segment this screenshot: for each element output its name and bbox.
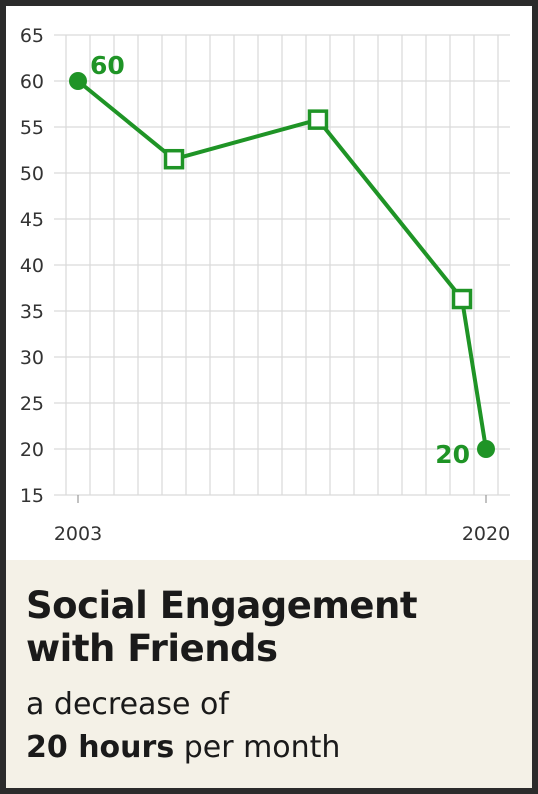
subtitle-line-1: a decrease of (26, 687, 229, 722)
data-point-square (307, 109, 329, 130)
data-label: 60 (90, 51, 125, 80)
data-point-circle (69, 72, 87, 90)
y-tick-label: 60 (20, 71, 44, 93)
data-point-square (451, 288, 473, 310)
data-point-circle (477, 440, 495, 458)
x-tick-label: 2020 (462, 523, 510, 545)
y-tick-label: 35 (20, 301, 44, 323)
data-point-square (163, 148, 185, 170)
chart-title: Social Engagement with Friends (26, 584, 418, 670)
y-tick-label: 15 (20, 485, 44, 507)
y-tick-label: 40 (20, 255, 44, 277)
subtitle-line-2: 20 hours per month (26, 730, 340, 765)
y-tick-label: 45 (20, 209, 44, 231)
x-tick-label: 2003 (54, 523, 102, 545)
y-tick-label: 30 (20, 347, 44, 369)
data-labels: 60 20 (90, 51, 470, 469)
subtitle-bold-value: 20 hours (26, 730, 175, 765)
chart-area: 15 20 25 30 35 40 45 50 55 60 65 2003 2020 60 20 (6, 6, 532, 560)
x-axis-ticks: 2003 2020 (54, 495, 510, 545)
data-label: 20 (435, 440, 470, 469)
horizontal-gridlines (54, 34, 510, 496)
y-tick-label: 55 (20, 117, 44, 139)
subtitle-rest: per month (174, 730, 341, 765)
y-tick-label: 65 (20, 25, 44, 47)
y-tick-label: 20 (20, 439, 44, 461)
data-markers (69, 72, 495, 458)
chart-card: 15 20 25 30 35 40 45 50 55 60 65 2003 2020 60 20 Soc… (6, 6, 532, 788)
line-chart: 15 20 25 30 35 40 45 50 55 60 65 2003 2020 60 20 (20, 25, 510, 545)
y-tick-label: 50 (20, 163, 44, 185)
y-tick-label: 25 (20, 393, 44, 415)
caption-panel: Social Engagement with Friends a decreas… (6, 560, 532, 788)
y-axis-ticks: 15 20 25 30 35 40 45 50 55 60 65 (20, 25, 44, 507)
